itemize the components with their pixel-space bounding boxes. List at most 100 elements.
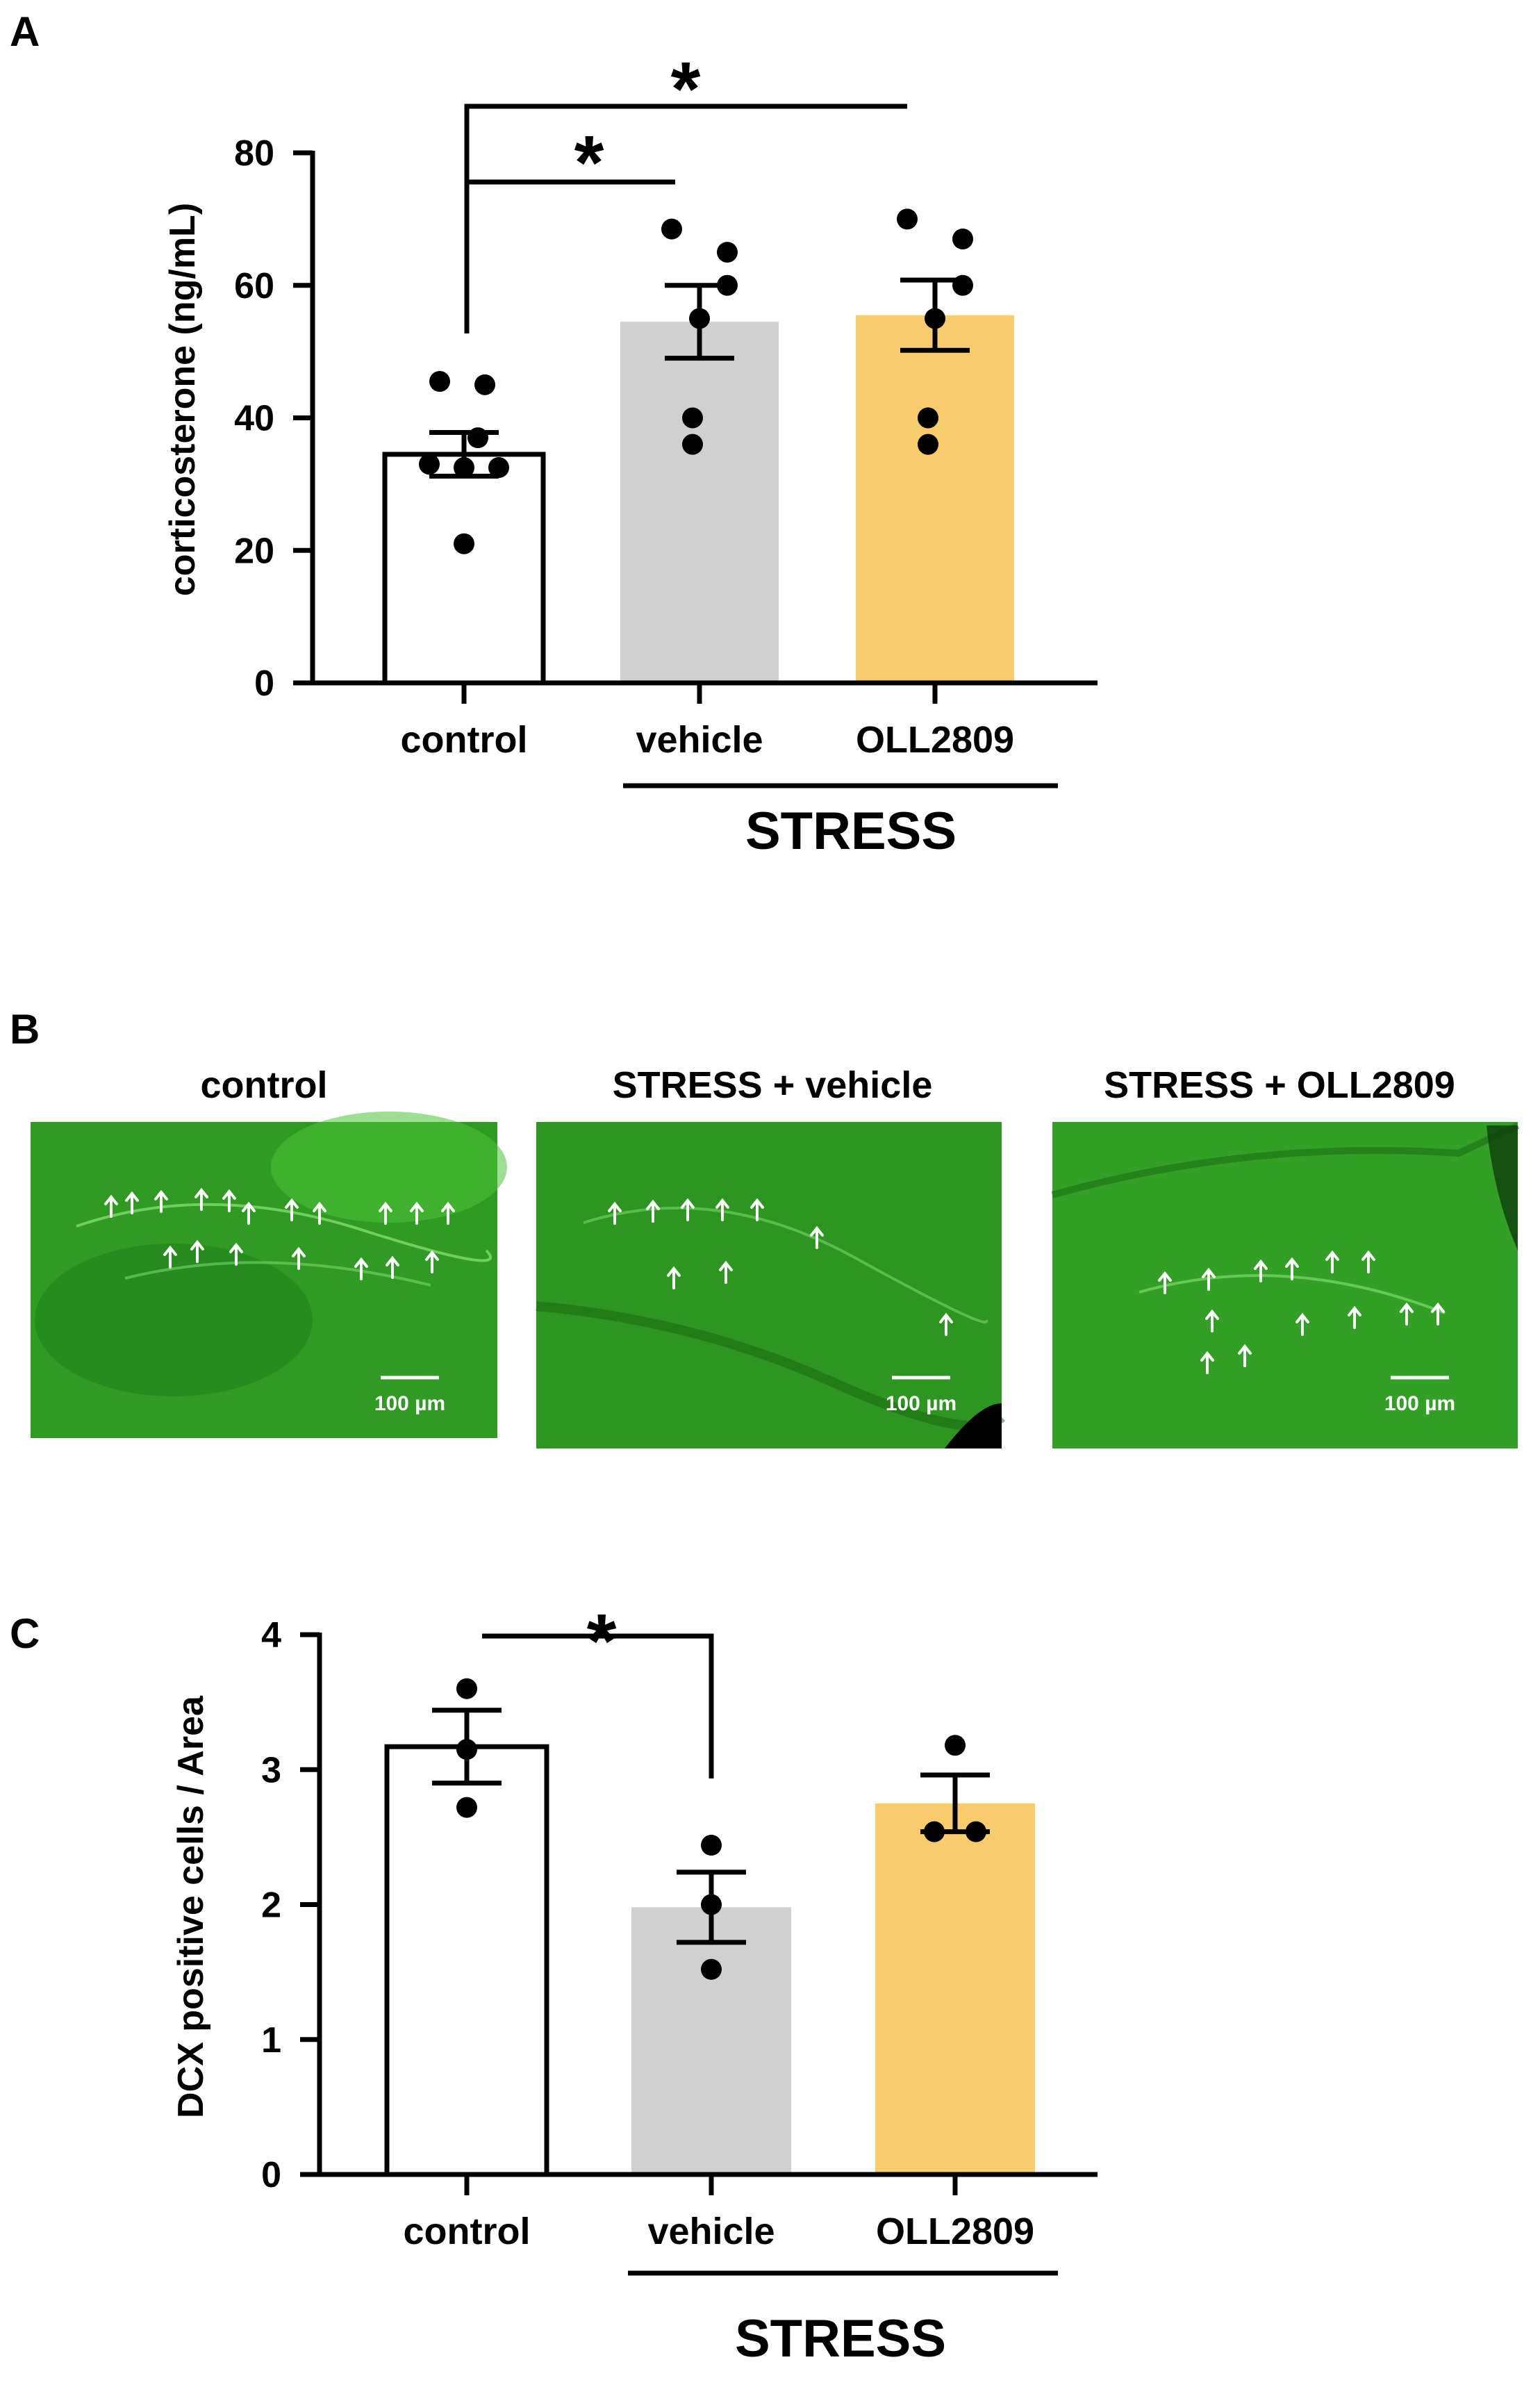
micrograph-arrow-icon <box>379 1201 392 1225</box>
panel-a-point-oll2809 <box>918 434 938 455</box>
panel-c-point-vehicle <box>701 1835 722 1856</box>
panel-b-scale-label-control: 100 µm <box>374 1392 445 1415</box>
panel-a-y-tick-label: 0 <box>254 663 274 704</box>
panel-a-point-vehicle <box>682 434 703 455</box>
micrograph-arrow-icon <box>163 1245 177 1269</box>
micrograph-arrow-icon <box>1285 1257 1299 1280</box>
micrograph-arrow-icon <box>425 1250 439 1273</box>
panel-b-title-vehicle: STRESS + vehicle <box>613 1064 933 1106</box>
panel-b-micrographs: B control 100 µm STRESS + vehicle 100 µm… <box>10 1006 1520 1448</box>
panel-c-significance-star: * <box>587 1599 617 1684</box>
micrograph-arrow-icon <box>750 1198 764 1221</box>
micrograph-arrow-icon <box>194 1187 208 1211</box>
panel-c-y-axis-label: DCX positive cells / Area <box>171 1695 211 2118</box>
panel-c-bracket-control-vehicle <box>482 1633 714 1778</box>
panel-a-y-tick-label: 40 <box>234 399 274 439</box>
panel-b-title-oll2809: STRESS + OLL2809 <box>1104 1064 1455 1106</box>
panel-c-point-vehicle <box>701 1958 722 1980</box>
panel-a-y-tick-label: 80 <box>234 133 274 174</box>
micrograph-arrow-icon <box>1254 1259 1268 1282</box>
panel-a-category-label-vehicle: vehicle <box>636 719 763 761</box>
panel-a-group-label: STRESS <box>745 802 957 861</box>
panel-b-arrows-vehicle <box>608 1198 953 1336</box>
panel-c-error-bars <box>432 1708 990 1945</box>
micrograph-arrow-icon <box>125 1191 139 1214</box>
micrograph-arrow-icon <box>1200 1351 1214 1374</box>
panel-b-letter: B <box>10 1006 40 1052</box>
panel-a-point-vehicle <box>717 242 738 263</box>
panel-a-point-vehicle <box>661 218 682 240</box>
panel-a-y-axis-label: corticosterone (ng/mL) <box>163 203 203 596</box>
panel-c-category-label-control: control <box>404 2211 531 2252</box>
micrograph-arrow-icon <box>1400 1302 1414 1326</box>
micrograph-arrow-icon <box>719 1260 733 1284</box>
micrograph-arrow-icon <box>608 1201 622 1225</box>
panel-a-bracket-control-oll2809 <box>464 104 907 333</box>
panel-c-category-label-vehicle: vehicle <box>647 2211 775 2252</box>
micrograph-arrow-icon <box>1361 1250 1375 1273</box>
panel-a-error-bars <box>429 277 970 479</box>
panel-c-category-labels: control vehicle OLL2809 <box>404 2211 1035 2252</box>
micrograph-arrow-icon <box>1205 1309 1219 1332</box>
panel-a-point-oll2809 <box>897 208 918 230</box>
panel-c-point-control <box>456 1678 477 1699</box>
panel-a-category-label-oll2809: OLL2809 <box>856 719 1014 761</box>
micrograph-arrow-icon <box>386 1255 399 1279</box>
panel-b-image-oll2809: 100 µm <box>1051 1122 1520 1448</box>
panel-c-chart: C DCX positive cells / Area 0 1 2 3 4 contro… <box>10 1599 1098 2368</box>
micrograph-arrow-icon <box>810 1225 824 1249</box>
micrograph-arrow-icon <box>1348 1305 1361 1329</box>
panel-b-image-vehicle: 100 µm <box>536 1122 1005 1448</box>
panel-a-x-ticks <box>461 683 938 704</box>
panel-a-category-label-control: control <box>401 719 528 761</box>
micrograph-arrow-icon <box>104 1194 118 1218</box>
panel-a-bar-oll2809 <box>856 315 1014 683</box>
micrograph-arrow-icon <box>646 1199 660 1223</box>
panel-c-y-ticks: 0 1 2 3 4 <box>261 1615 320 2195</box>
panel-c-point-control <box>456 1797 477 1818</box>
micrograph-arrow-icon <box>441 1201 455 1225</box>
micrograph-arrow-icon <box>667 1266 681 1289</box>
panel-c-bar-oll2809 <box>875 1803 1035 2174</box>
panel-c-letter: C <box>10 1610 40 1657</box>
panel-a-points <box>419 208 973 554</box>
panel-a-significance-star-vehicle: * <box>574 120 604 206</box>
panel-a-category-labels: control vehicle OLL2809 <box>401 719 1015 761</box>
panel-b-title-control: control <box>201 1064 328 1106</box>
micrograph-arrow-icon <box>285 1198 299 1221</box>
panel-a-y-ticks: 0 20 40 60 80 <box>234 133 313 704</box>
panel-a-chart: A corticosterone (ng/mL) 0 20 40 60 80 contr… <box>10 8 1098 861</box>
panel-c-y-tick-label: 2 <box>261 1885 281 1926</box>
panel-a-y-tick-label: 60 <box>234 266 274 306</box>
micrograph-arrow-icon <box>222 1189 236 1212</box>
panel-c-category-label-oll2809: OLL2809 <box>876 2211 1034 2252</box>
micrograph-arrow-icon <box>1325 1250 1339 1273</box>
panel-c-y-tick-label: 4 <box>261 1615 281 1656</box>
micrograph-arrow-icon <box>681 1198 695 1221</box>
panel-a-y-tick-label: 20 <box>234 531 274 571</box>
micrograph-arrow-icon <box>1431 1302 1445 1326</box>
panel-c-group-label: STRESS <box>735 2309 946 2368</box>
panel-a-point-control <box>419 454 440 475</box>
micrograph-arrow-icon <box>354 1257 368 1280</box>
panel-a-letter: A <box>10 8 40 55</box>
micrograph-arrow-icon <box>242 1201 256 1225</box>
panel-c-y-tick-label: 1 <box>261 2020 281 2061</box>
panel-b-scale-label-oll2809: 100 µm <box>1384 1392 1455 1415</box>
panel-a-bar-vehicle <box>620 322 779 683</box>
panel-a-point-vehicle <box>682 407 703 429</box>
panel-a-bar-control <box>382 452 546 686</box>
micrograph-arrow-icon <box>1295 1312 1309 1336</box>
micrograph-arrow-icon <box>939 1312 953 1336</box>
micrograph-arrow-icon <box>154 1189 168 1213</box>
micrograph-arrow-icon <box>229 1242 243 1266</box>
panel-a-point-control <box>454 533 474 554</box>
panel-a-point-control <box>429 371 450 393</box>
panel-b-arrows-oll2809 <box>1158 1250 1445 1374</box>
panel-b-scale-label-vehicle: 100 µm <box>886 1392 957 1415</box>
micrograph-arrow-icon <box>1202 1267 1216 1291</box>
panel-a-point-oll2809 <box>952 228 973 249</box>
micrograph-arrow-icon <box>190 1239 204 1263</box>
panel-c-y-tick-label: 0 <box>261 2155 281 2195</box>
micrograph-arrow-icon <box>715 1198 729 1221</box>
